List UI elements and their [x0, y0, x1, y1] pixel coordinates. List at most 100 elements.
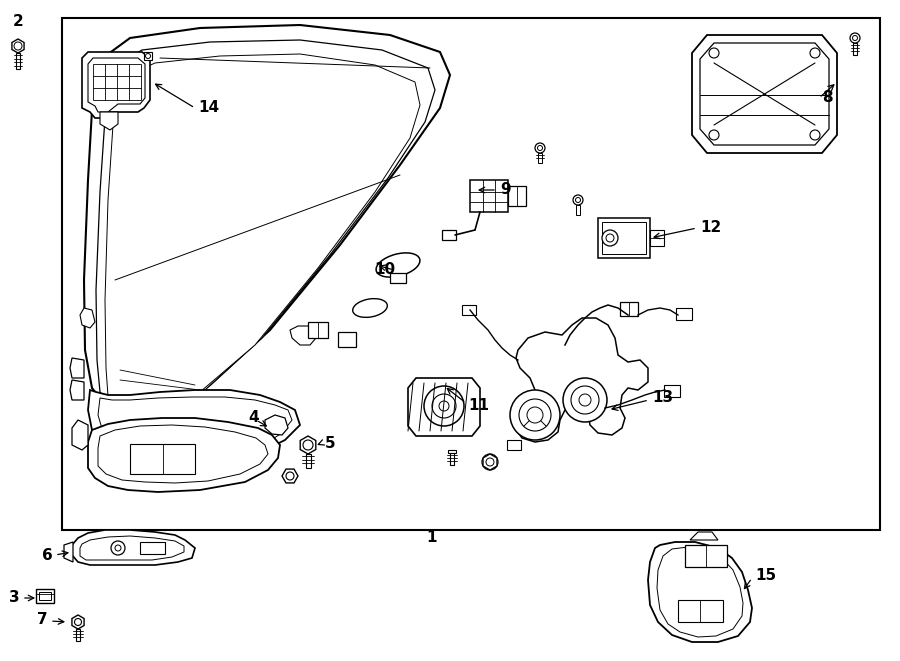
Circle shape [606, 234, 614, 242]
Polygon shape [390, 273, 406, 283]
Polygon shape [648, 542, 752, 642]
Polygon shape [100, 112, 118, 130]
Polygon shape [70, 380, 84, 400]
Text: 13: 13 [652, 391, 673, 405]
Circle shape [535, 143, 545, 153]
Polygon shape [72, 615, 84, 629]
Text: 11: 11 [468, 397, 489, 412]
Circle shape [115, 545, 121, 551]
Bar [685, 545, 727, 567]
Text: 8: 8 [822, 91, 832, 106]
Circle shape [709, 48, 719, 58]
Circle shape [519, 399, 551, 431]
Bar [39, 592, 51, 600]
Polygon shape [238, 466, 247, 472]
Polygon shape [184, 466, 193, 472]
Bar [853, 43, 857, 55]
Ellipse shape [353, 299, 387, 317]
Bar [598, 218, 650, 258]
Polygon shape [72, 420, 88, 450]
Polygon shape [96, 40, 435, 418]
Polygon shape [148, 466, 157, 472]
Polygon shape [130, 466, 139, 472]
Bar [144, 52, 152, 60]
Polygon shape [483, 454, 497, 470]
Bar [650, 230, 664, 246]
Ellipse shape [376, 253, 420, 277]
Polygon shape [88, 390, 300, 470]
Polygon shape [700, 43, 829, 145]
Text: 2: 2 [13, 15, 23, 30]
Polygon shape [657, 547, 743, 637]
Polygon shape [84, 25, 450, 415]
Bar [442, 230, 456, 240]
Bar [140, 542, 165, 554]
Bar [507, 440, 521, 450]
Polygon shape [282, 469, 298, 483]
Polygon shape [72, 530, 195, 565]
Bar [130, 444, 195, 474]
Circle shape [575, 198, 580, 202]
Text: 10: 10 [374, 262, 395, 278]
Text: 1: 1 [427, 531, 437, 545]
Bar [448, 450, 456, 453]
Polygon shape [80, 308, 95, 328]
Polygon shape [202, 466, 211, 472]
Bar [508, 186, 526, 206]
Bar [305, 454, 310, 468]
Polygon shape [220, 466, 229, 472]
Circle shape [75, 619, 82, 625]
Polygon shape [12, 39, 24, 53]
Polygon shape [408, 378, 480, 436]
Circle shape [303, 440, 313, 450]
Polygon shape [256, 466, 265, 472]
Text: 9: 9 [500, 182, 510, 198]
Polygon shape [515, 318, 648, 442]
Circle shape [432, 394, 456, 418]
Polygon shape [64, 542, 73, 562]
Polygon shape [98, 397, 292, 462]
Circle shape [146, 54, 150, 59]
Bar [450, 453, 454, 465]
Circle shape [510, 390, 560, 440]
Text: 7: 7 [38, 613, 48, 627]
Text: 14: 14 [198, 100, 219, 116]
Bar [76, 629, 80, 641]
Polygon shape [265, 415, 288, 435]
Polygon shape [301, 436, 316, 454]
Circle shape [563, 378, 607, 422]
Bar [576, 205, 580, 215]
Circle shape [852, 36, 858, 40]
Circle shape [486, 458, 494, 466]
Bar [93, 64, 141, 100]
Bar [16, 53, 20, 69]
Text: 3: 3 [9, 590, 20, 605]
Circle shape [482, 454, 498, 470]
Circle shape [537, 145, 543, 151]
Bar [308, 322, 328, 338]
Circle shape [527, 407, 543, 423]
Circle shape [439, 401, 449, 411]
Bar [664, 385, 680, 397]
Circle shape [709, 130, 719, 140]
Circle shape [579, 394, 591, 406]
Circle shape [111, 541, 125, 555]
Text: 15: 15 [755, 568, 776, 582]
Text: 5: 5 [325, 436, 336, 451]
Polygon shape [290, 326, 316, 345]
Text: 6: 6 [42, 547, 53, 563]
Bar [620, 302, 638, 316]
Polygon shape [105, 54, 420, 419]
Circle shape [810, 130, 820, 140]
Polygon shape [82, 52, 150, 118]
Polygon shape [70, 358, 84, 378]
Bar [470, 180, 508, 212]
Bar [462, 305, 476, 315]
Bar [36, 589, 54, 603]
Bar [538, 153, 542, 163]
Circle shape [573, 195, 583, 205]
Bar [678, 600, 723, 622]
Bar [676, 308, 692, 320]
Circle shape [424, 386, 464, 426]
Circle shape [850, 33, 860, 43]
